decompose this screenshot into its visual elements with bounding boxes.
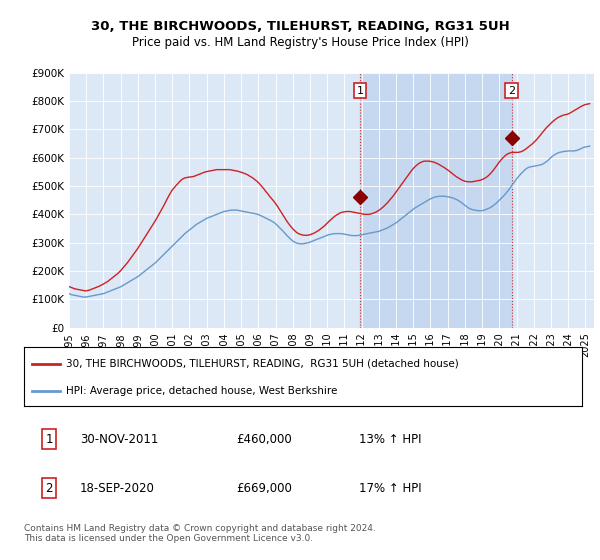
- Text: 2: 2: [46, 482, 53, 494]
- Text: 18-SEP-2020: 18-SEP-2020: [80, 482, 155, 494]
- Text: 13% ↑ HPI: 13% ↑ HPI: [359, 432, 421, 446]
- Text: HPI: Average price, detached house, West Berkshire: HPI: Average price, detached house, West…: [66, 386, 337, 396]
- Text: £669,000: £669,000: [236, 482, 292, 494]
- Text: 1: 1: [46, 432, 53, 446]
- Bar: [360, 73, 512, 328]
- Text: 30-NOV-2011: 30-NOV-2011: [80, 432, 158, 446]
- Text: 30, THE BIRCHWOODS, TILEHURST, READING, RG31 5UH: 30, THE BIRCHWOODS, TILEHURST, READING, …: [91, 20, 509, 32]
- Text: 30, THE BIRCHWOODS, TILEHURST, READING,  RG31 5UH (detached house): 30, THE BIRCHWOODS, TILEHURST, READING, …: [66, 358, 458, 368]
- Text: Price paid vs. HM Land Registry's House Price Index (HPI): Price paid vs. HM Land Registry's House …: [131, 36, 469, 49]
- Text: £460,000: £460,000: [236, 432, 292, 446]
- Text: Contains HM Land Registry data © Crown copyright and database right 2024.
This d: Contains HM Land Registry data © Crown c…: [24, 524, 376, 543]
- Text: 17% ↑ HPI: 17% ↑ HPI: [359, 482, 421, 494]
- Text: 2: 2: [508, 86, 515, 96]
- Text: 1: 1: [356, 86, 364, 96]
